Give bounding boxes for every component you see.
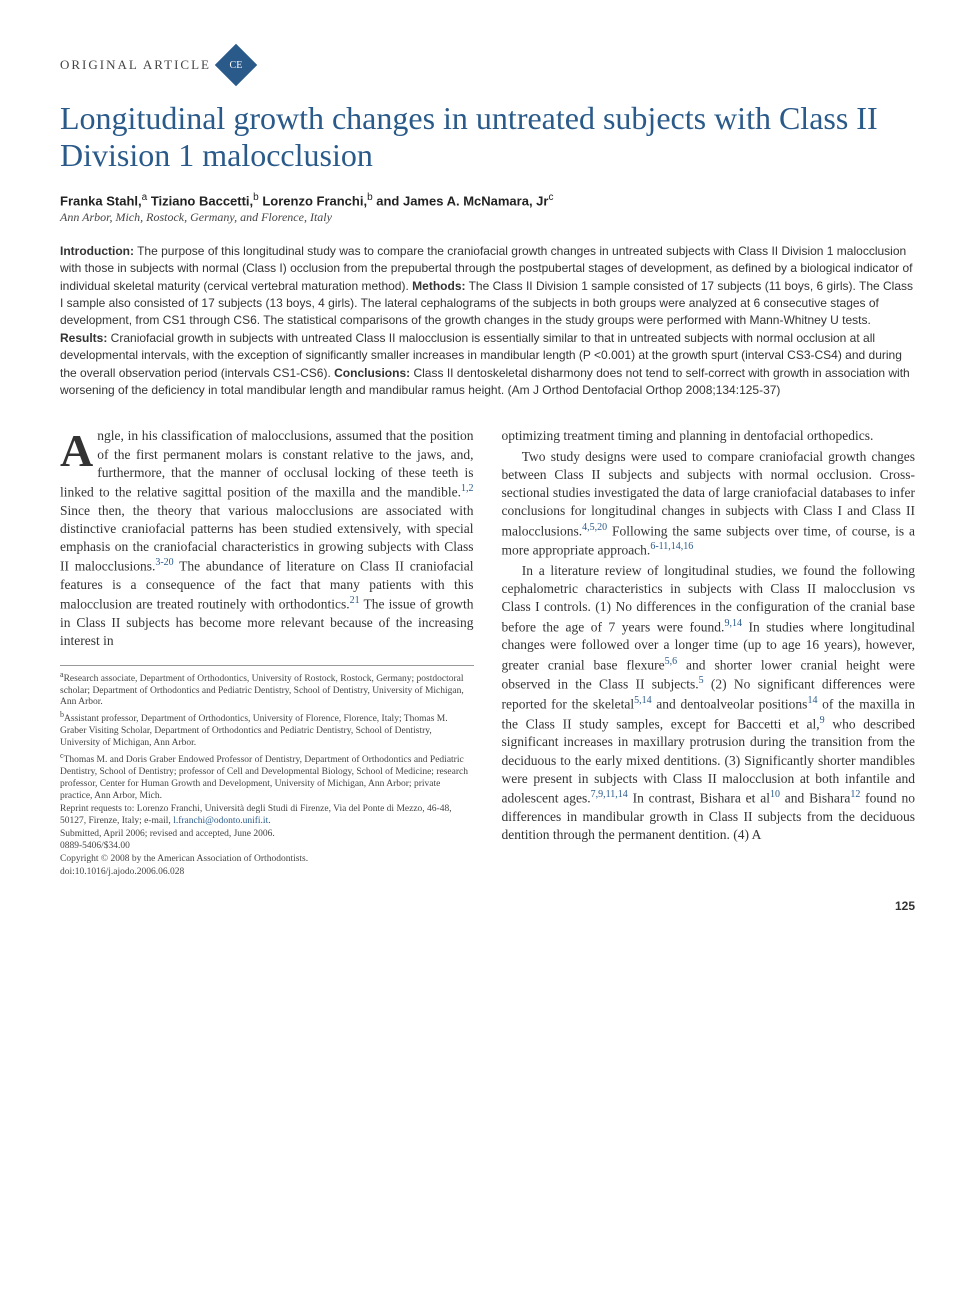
abstract-block: Introduction: The purpose of this longit… [60, 243, 915, 400]
body-paragraph: In a literature review of longitudinal s… [502, 562, 916, 844]
citation-ref[interactable]: 1,2 [461, 483, 474, 494]
article-type-label: ORIGINAL ARTICLE [60, 57, 211, 73]
abstract-citation: (Am J Orthod Dentofacial Orthop 2008;134… [508, 383, 781, 397]
abstract-results-label: Results: [60, 331, 107, 345]
citation-ref[interactable]: 14 [807, 695, 817, 706]
footnote-b: bAssistant professor, Department of Orth… [60, 710, 474, 750]
footnote-doi: doi:10.1016/j.ajodo.2006.06.028 [60, 867, 474, 879]
citation-ref[interactable]: 5,6 [665, 656, 678, 667]
abstract-intro-label: Introduction: [60, 244, 134, 258]
citation-ref[interactable]: 10 [770, 789, 780, 800]
page-number: 125 [60, 899, 915, 913]
citation-ref[interactable]: 9,14 [724, 618, 742, 629]
footnote-c: cThomas M. and Doris Graber Endowed Prof… [60, 751, 474, 803]
citation-ref[interactable]: 7,9,11,14 [591, 789, 628, 800]
reprint-email-link[interactable]: l.franchi@odonto.unifi.it [173, 816, 268, 826]
body-paragraph: Two study designs were used to compare c… [502, 448, 916, 560]
authors-line: Franka Stahl,a Tiziano Baccetti,b Lorenz… [60, 192, 915, 208]
citation-ref[interactable]: 21 [350, 595, 360, 606]
citation-ref[interactable]: 4,5,20 [582, 522, 607, 533]
article-type-header: ORIGINAL ARTICLE CE [60, 50, 915, 80]
body-columns: Angle, in his classification of malocclu… [60, 427, 915, 879]
citation-ref[interactable]: 3-20 [155, 557, 173, 568]
citation-ref[interactable]: 6-11,14,16 [650, 541, 693, 552]
citation-ref[interactable]: 5,14 [634, 695, 652, 706]
abstract-methods-label: Methods: [412, 279, 465, 293]
footnote-submitted: Submitted, April 2006; revised and accep… [60, 829, 474, 841]
body-paragraph: Angle, in his classification of malocclu… [60, 427, 474, 650]
ce-badge-icon: CE [215, 44, 257, 86]
article-title: Longitudinal growth changes in untreated… [60, 100, 915, 174]
footnote-a: aResearch associate, Department of Ortho… [60, 670, 474, 710]
abstract-concl-label: Conclusions: [334, 366, 410, 380]
citation-ref[interactable]: 12 [850, 789, 860, 800]
dropcap: A [60, 427, 97, 471]
affiliation-line: Ann Arbor, Mich, Rostock, Germany, and F… [60, 210, 915, 225]
footnotes-block: aResearch associate, Department of Ortho… [60, 665, 474, 879]
body-paragraph: optimizing treatment timing and planning… [502, 427, 916, 445]
footnote-reprint: Reprint requests to: Lorenzo Franchi, Un… [60, 804, 474, 828]
footnote-copyright: Copyright © 2008 by the American Associa… [60, 854, 474, 866]
footnote-issn: 0889-5406/$34.00 [60, 841, 474, 853]
